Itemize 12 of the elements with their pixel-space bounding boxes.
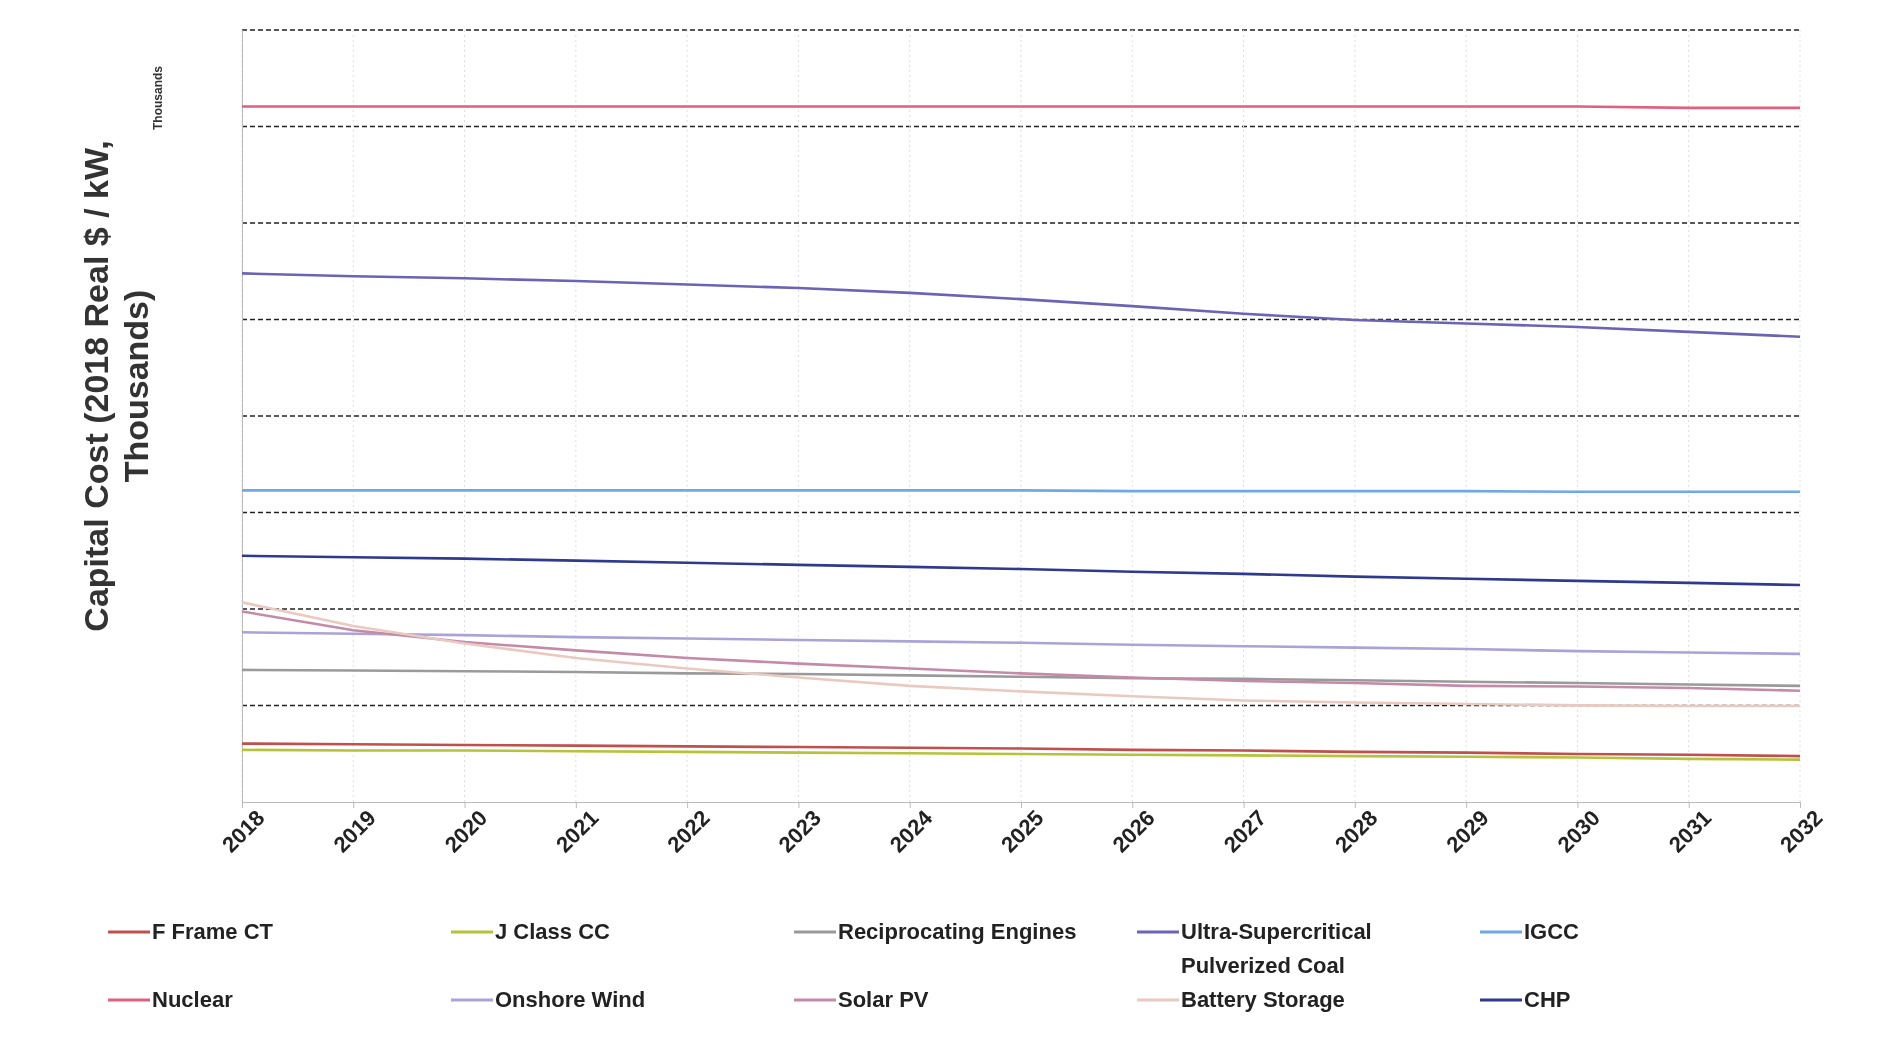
legend-label: CHP — [1524, 987, 1571, 1012]
text: Thousands — [151, 65, 165, 130]
legend-label: IGCC — [1524, 919, 1580, 944]
legend-label: J Class CC — [495, 919, 611, 944]
legend-label: Battery Storage — [1181, 987, 1345, 1012]
legend-label: Nuclear — [152, 987, 234, 1012]
y-axis-title: Capital Cost (2018 Real $ / kW, Thousands) — [77, 140, 155, 632]
legend-label: Solar PV — [838, 987, 929, 1012]
legend-label: Ultra-Supercritical Pulverized Coal — [1181, 919, 1372, 978]
legend-label: F Frame CT — [152, 919, 274, 944]
legend-label: Onshore Wind — [495, 987, 646, 1012]
legend-label: Reciprocating Engines — [838, 919, 1077, 944]
